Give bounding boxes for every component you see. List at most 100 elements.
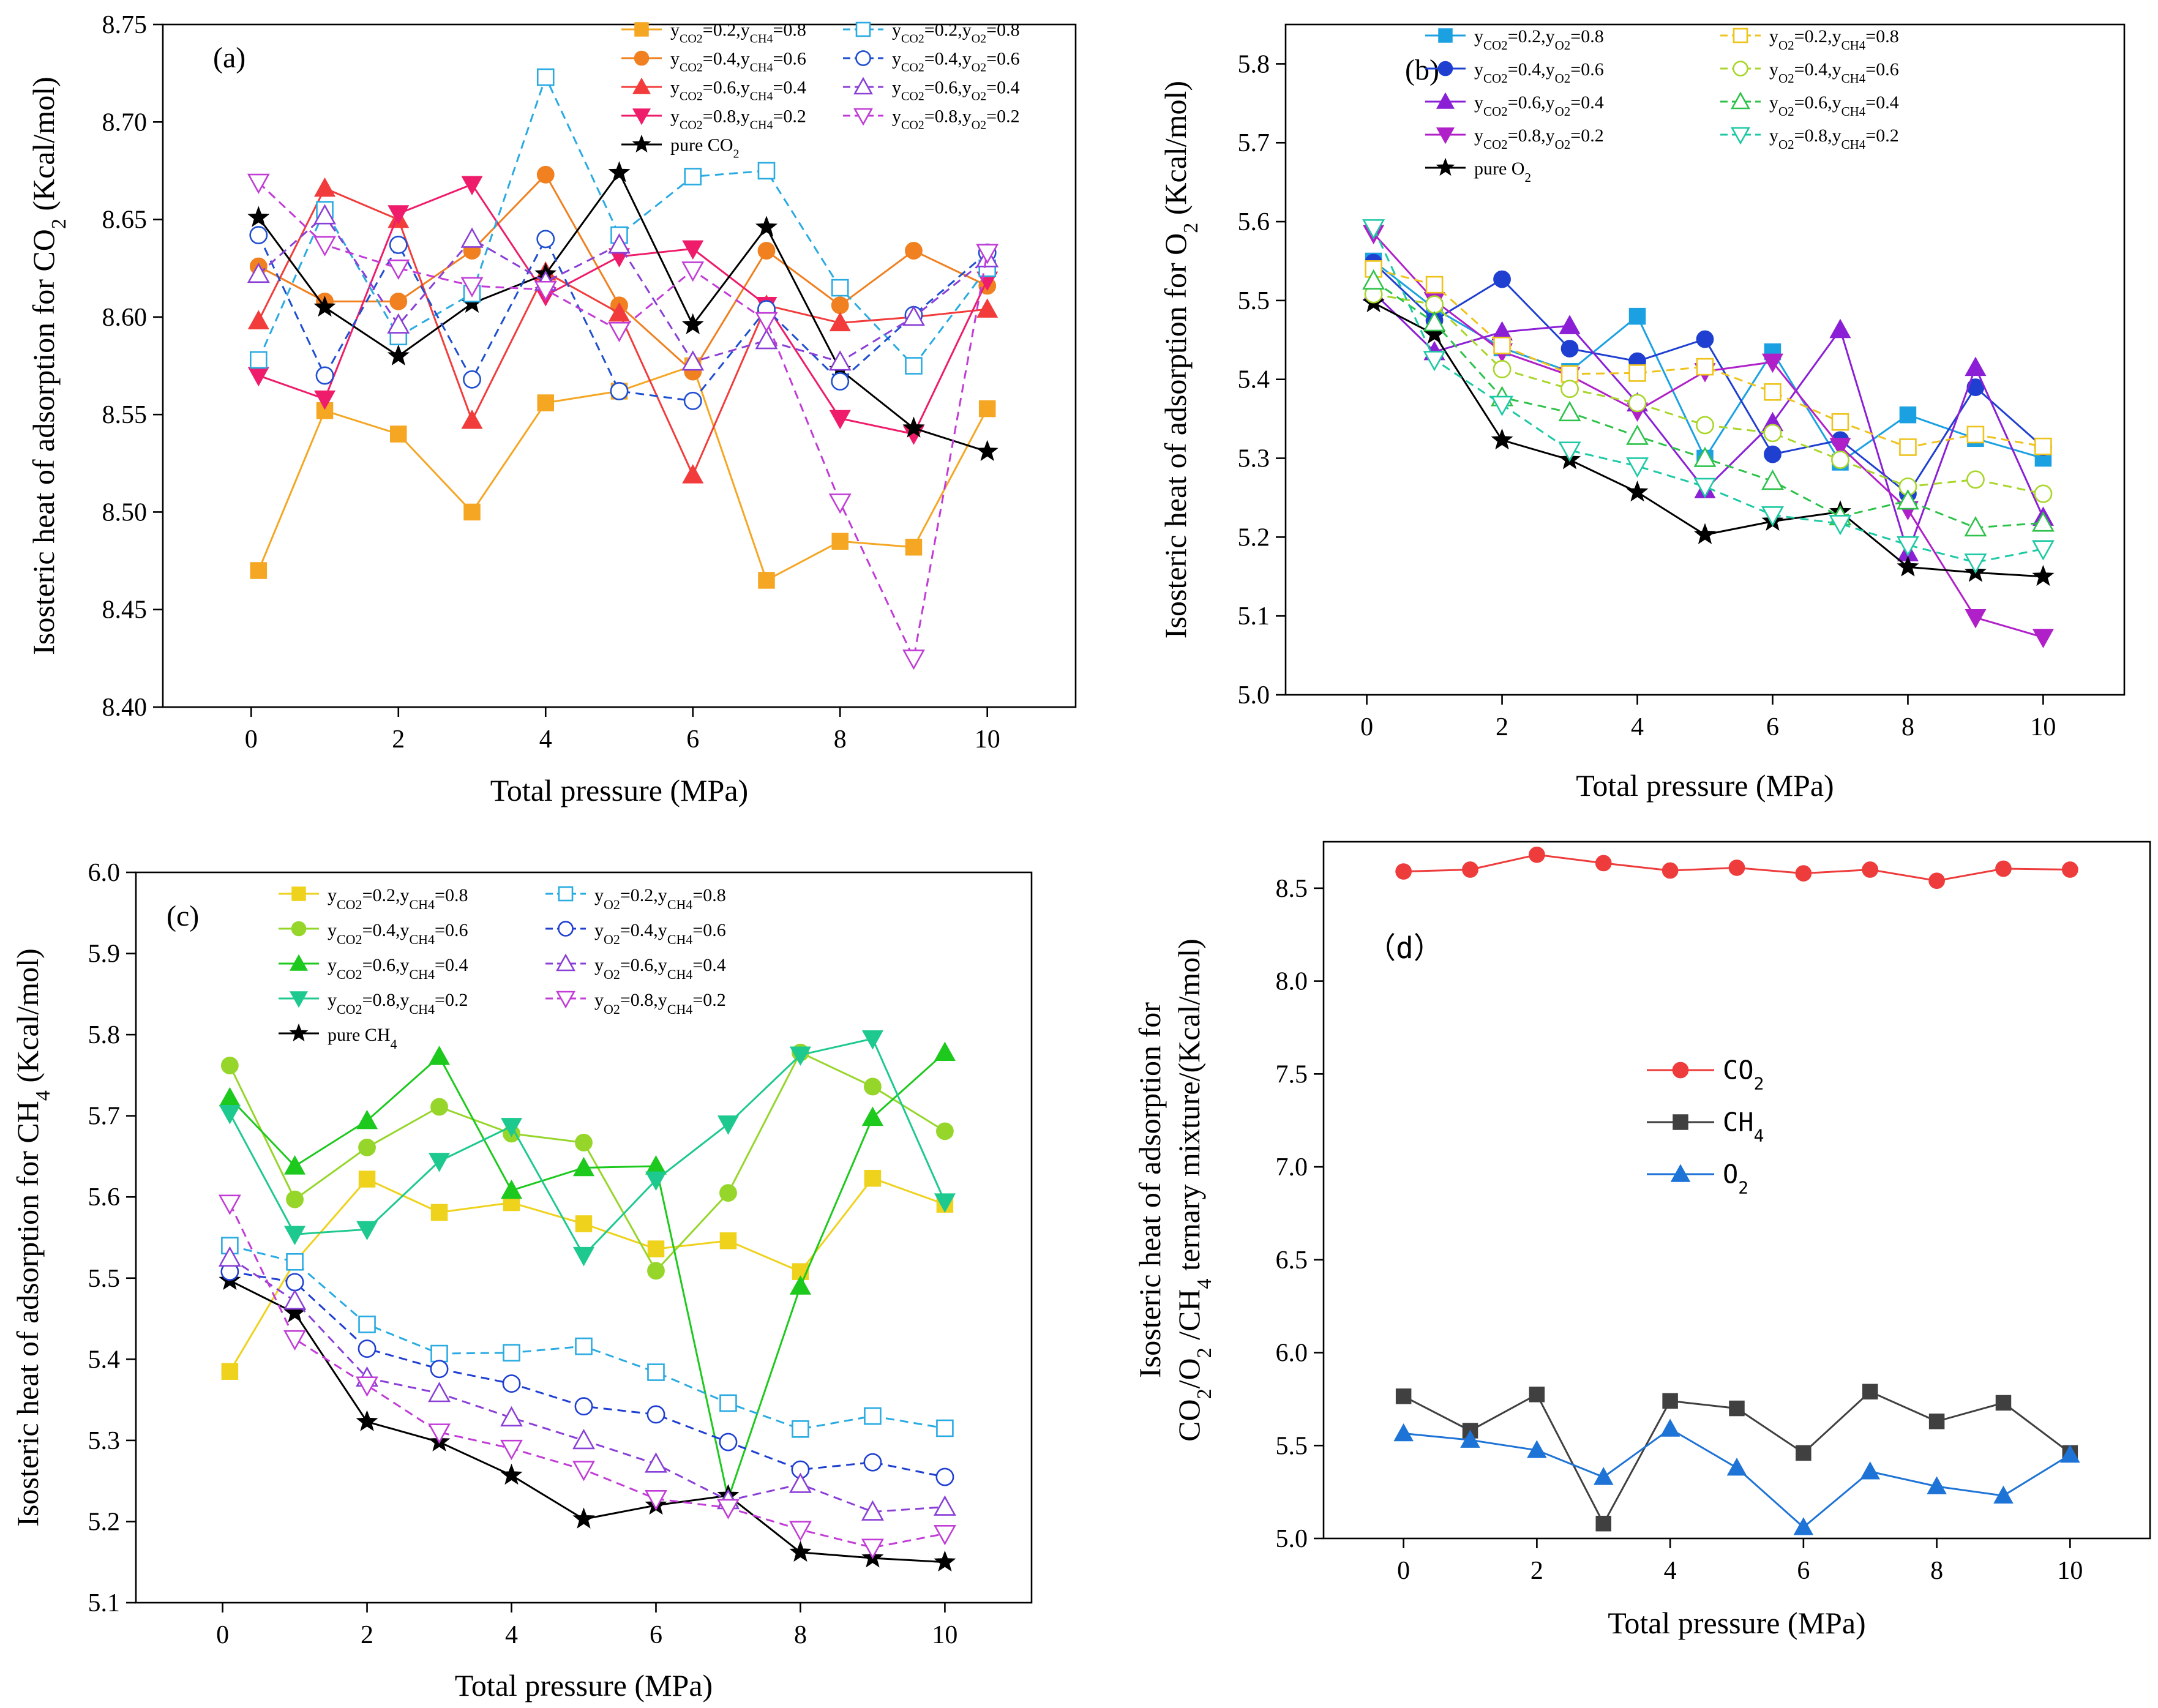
series-line	[229, 1051, 946, 1273]
data-point	[1626, 457, 1649, 478]
data-point	[314, 177, 336, 197]
data-point	[429, 1153, 451, 1172]
legend-marker	[634, 22, 649, 37]
data-point	[1897, 555, 1919, 577]
y-tick-label: 6.5	[1276, 1246, 1308, 1275]
data-point	[1393, 1423, 1414, 1442]
data-point	[389, 292, 408, 310]
data-point	[934, 1041, 956, 1062]
x-tick-label: 6	[1766, 713, 1779, 741]
y-tick-label: 8.65	[102, 206, 148, 234]
plot-frame	[135, 871, 1033, 1604]
data-point	[283, 1330, 307, 1351]
panel-label: (b)	[1405, 54, 1439, 86]
data-point	[755, 329, 778, 350]
data-point	[313, 295, 336, 317]
data-point	[1829, 318, 1851, 339]
data-point	[645, 1452, 667, 1473]
data-point	[1362, 269, 1385, 290]
data-point	[1593, 1467, 1614, 1485]
legend-label: yO2=0.8,yCH4=0.2	[1769, 125, 1899, 152]
legend-item: yCO2=0.8,yO2=0.2	[843, 107, 1020, 132]
x-tick-label: 2	[392, 725, 405, 754]
legend-marker	[632, 108, 651, 125]
y-axis-title: Isosteric heat of adsorption for O2 (Kca…	[1158, 81, 1202, 639]
data-point	[682, 240, 704, 260]
legend-label: pure O2	[1474, 159, 1531, 185]
data-point	[286, 1190, 304, 1208]
data-point	[572, 1428, 595, 1450]
legend-marker	[289, 1023, 309, 1042]
legend-item: yO2=0.8,yCH4=0.2	[1720, 125, 1899, 152]
y-axis-title-text: Isosteric heat of adsorption for CO2 (Kc…	[26, 77, 70, 655]
data-point	[572, 1246, 595, 1267]
data-point	[864, 1169, 882, 1187]
data-point	[1628, 364, 1646, 382]
data-point	[389, 236, 408, 254]
data-point	[681, 313, 704, 334]
data-point	[1966, 425, 1985, 444]
series-line	[258, 173, 988, 373]
x-tick-label: 0	[245, 725, 258, 754]
data-point	[430, 1098, 448, 1116]
data-point	[1964, 515, 1987, 537]
data-point	[861, 1106, 883, 1126]
legend-label: yCO2=0.6,yO2=0.4	[892, 78, 1020, 103]
data-point	[219, 1087, 241, 1107]
data-point	[755, 312, 778, 333]
legend-marker	[1670, 1164, 1691, 1182]
data-point	[286, 1253, 304, 1271]
legend-marker	[632, 77, 651, 94]
data-point	[1793, 1517, 1814, 1535]
data-point	[1558, 441, 1581, 462]
x-tick-label: 2	[1496, 713, 1508, 741]
legend-item: yCO2=0.6,yCH4=0.4	[621, 78, 806, 103]
data-point	[1628, 394, 1647, 413]
y-tick-label: 5.0	[1238, 681, 1270, 710]
legend-marker	[289, 954, 309, 971]
data-point	[1862, 1384, 1878, 1400]
legend-marker	[558, 921, 574, 937]
data-point	[1626, 480, 1649, 502]
data-point	[829, 312, 851, 332]
data-point	[647, 1363, 665, 1381]
data-point	[681, 350, 705, 371]
data-point	[247, 173, 270, 194]
data-point	[905, 357, 923, 375]
data-point	[1764, 445, 1781, 463]
legend-label: yCO2=0.4,yO2=0.6	[892, 49, 1020, 75]
data-point	[829, 410, 851, 430]
data-point	[1560, 365, 1579, 383]
y-tick-label: 5.5	[1276, 1432, 1308, 1460]
y-tick-label: 5.3	[88, 1427, 121, 1455]
data-point	[536, 68, 555, 86]
data-point	[1966, 470, 1985, 489]
plot-frame	[1322, 841, 2151, 1540]
data-point	[934, 1550, 956, 1572]
legend-item: CH4	[1647, 1107, 1764, 1145]
data-point	[1558, 400, 1581, 422]
legend-label: yO2=0.4,yCH4=0.6	[1769, 59, 1899, 86]
series-8	[1362, 219, 2055, 574]
data-point	[1460, 1429, 1480, 1448]
x-tick-label: 0	[216, 1621, 229, 1649]
data-point	[387, 313, 410, 334]
legend-item: pure O2	[1425, 157, 1531, 185]
panel-a: 0 2 4 6 8 10 8.40 8.45 8.50 8.55 8.60 8.65 8.70 8.75 T…	[26, 11, 1077, 807]
legend: yCO2=0.2,yCH4=0.8 yCO2=0.4,yCH4=0.6 yCO2=0…	[279, 885, 726, 1051]
data-point	[536, 165, 555, 184]
series-7	[218, 1246, 956, 1521]
data-point	[1761, 469, 1784, 490]
data-point	[500, 1406, 523, 1427]
legend-item: yCO2=0.2,yCH4=0.8	[279, 885, 468, 912]
data-point	[789, 1472, 812, 1493]
data-point	[864, 1077, 882, 1096]
y-tick-label: 5.2	[88, 1508, 121, 1536]
legend-label: yO2=0.2,yCH4=0.8	[594, 885, 726, 912]
data-point	[933, 1495, 956, 1516]
data-point	[1829, 515, 1852, 536]
data-point	[1927, 1476, 1947, 1494]
data-point	[647, 1262, 665, 1280]
data-point	[1529, 1387, 1545, 1403]
